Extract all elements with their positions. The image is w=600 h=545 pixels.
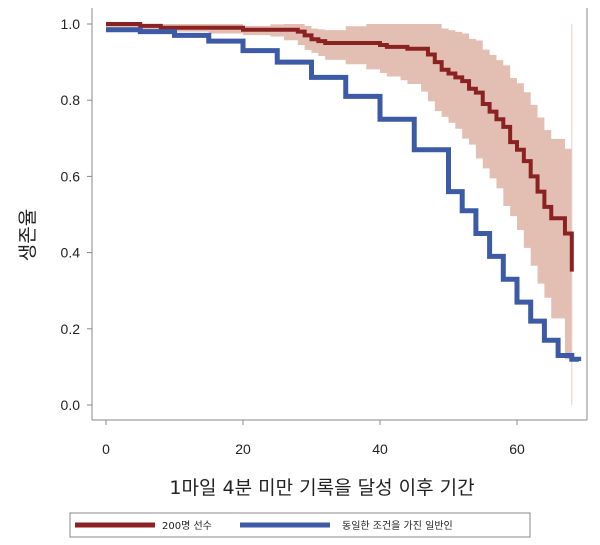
y-tick-label: 0.6 — [61, 168, 81, 184]
y-tick-label: 1.0 — [61, 16, 81, 32]
legend: 200명 선수 동일한 조건을 가진 일반인 — [69, 512, 531, 538]
legend-label: 200명 선수 — [162, 520, 212, 532]
confidence-band-0 — [106, 24, 572, 360]
x-tick-label: 0 — [102, 441, 110, 457]
confidence-band-layer — [106, 24, 573, 405]
legend-label: 동일한 조건을 가진 일반인 — [342, 520, 453, 532]
axes-layer: 0.0 0.2 0.4 0.6 0.8 1.0 0 20 40 60 — [61, 8, 588, 457]
y-tick-label: 0.2 — [61, 321, 81, 337]
x-axis-title: 1마일 4분 미만 기록을 달성 이후 기간 — [169, 477, 474, 499]
series-line-1 — [106, 27, 582, 362]
x-tick-label: 20 — [235, 441, 251, 457]
y-tick-label: 0.0 — [61, 397, 81, 413]
series-lines-layer — [106, 22, 582, 362]
y-axis-title: 생존율 — [17, 209, 39, 261]
x-tick-label: 60 — [509, 441, 525, 457]
y-tick-label: 0.8 — [61, 92, 81, 108]
series-line-0 — [106, 22, 574, 272]
x-tick-label: 40 — [372, 441, 388, 457]
y-tick-label: 0.4 — [61, 245, 81, 261]
